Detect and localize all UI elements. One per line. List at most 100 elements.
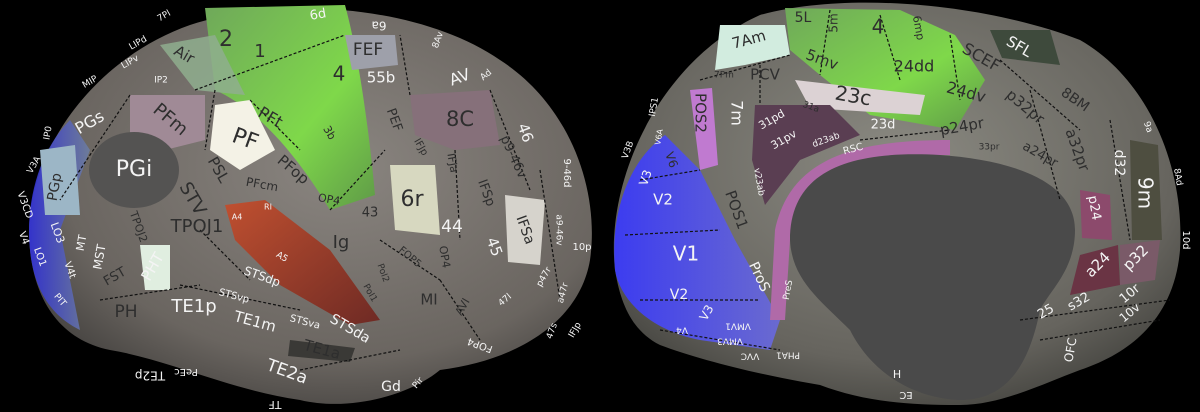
region-borders: [59, 34, 561, 371]
region-label: TF: [268, 398, 282, 411]
region-label: IP0: [42, 125, 54, 141]
region-label: OP4: [317, 191, 341, 208]
region-label: VMV3: [717, 336, 743, 346]
region-PHT: [140, 245, 170, 290]
region-label: 45: [483, 235, 506, 259]
region-a24: [1070, 245, 1120, 295]
region-label: 9a: [1141, 120, 1154, 134]
region-label: A4: [232, 213, 243, 222]
region-label: EC: [899, 389, 912, 400]
region-8C: [410, 90, 500, 150]
region-label: v23ab: [751, 167, 766, 197]
region-label: 4: [333, 62, 346, 86]
region-7Am: [715, 25, 790, 70]
region-label: MT: [74, 234, 90, 252]
region-label: POS2: [692, 93, 710, 133]
medial-hemisphere: [613, 2, 1181, 406]
region-label: MI: [420, 291, 437, 309]
region-label: VVC: [741, 351, 760, 361]
region-label: 8C: [446, 107, 474, 131]
region-label: IP2: [154, 76, 168, 86]
region-label: OFC: [1061, 337, 1079, 364]
region-label: TE2p: [135, 369, 166, 383]
region-label: 6d: [309, 6, 328, 24]
region-label: PreS: [782, 279, 795, 301]
region-label: PeEc: [174, 366, 198, 377]
sensorimotor-strip: [205, 5, 375, 210]
region-label: V3: [697, 302, 717, 323]
region-POS2: [690, 88, 718, 170]
region-FEF: [345, 35, 398, 70]
region-PF: [210, 100, 275, 170]
region-label: RSC: [842, 142, 864, 158]
region-label: 1: [254, 41, 265, 62]
region-label: 4: [872, 15, 885, 39]
region-p32: [1120, 240, 1160, 285]
region-label: 24dd: [894, 57, 935, 76]
region-label: V1: [673, 242, 699, 266]
region-label: d32: [1111, 150, 1127, 177]
region-label: 7Pm: [714, 71, 734, 81]
region-label: PH: [114, 302, 137, 322]
auditory-region: [225, 200, 380, 325]
region-label: V2: [653, 191, 673, 209]
region-label: 43: [362, 206, 379, 221]
region-label: 6mp: [910, 15, 927, 42]
region-label: V3: [636, 168, 655, 188]
region-label: Gd: [381, 379, 401, 395]
region-label: PGi: [116, 157, 152, 182]
region-label: OP4: [436, 245, 453, 269]
region-label: 9-46d: [561, 158, 572, 187]
region-PGi: [89, 132, 179, 208]
region-label: 6r: [400, 187, 424, 212]
region-IFSa: [505, 195, 545, 265]
region-label: p24: [1084, 194, 1103, 221]
region-PGp: [40, 145, 80, 215]
region-label: H: [893, 368, 901, 381]
region-label: 3b: [320, 123, 338, 142]
region-label: 8Ad: [1171, 168, 1184, 187]
region-label: IFJp: [567, 320, 584, 339]
region-label: 25: [1035, 301, 1057, 322]
region-label: a9-46v: [554, 214, 564, 246]
region-label: VMV1: [725, 321, 751, 331]
region-label: FEF: [353, 40, 383, 60]
region-label: Ig: [333, 232, 350, 253]
motor-medial-region: [785, 8, 985, 130]
region-label: 5L: [795, 10, 812, 26]
region-label: PHA1: [776, 350, 800, 360]
region-label: 5m: [827, 13, 841, 32]
region-label: V6A: [653, 128, 665, 146]
region-label: TPOJ1: [170, 216, 224, 237]
lateral-hemisphere: [29, 5, 592, 404]
medial-wall: [790, 154, 1075, 400]
region-label: PGp: [45, 172, 66, 203]
region-label: 9m: [1134, 177, 1158, 209]
region-label: 6a: [372, 19, 387, 33]
region-label: 10d: [1180, 230, 1191, 249]
region-label: PCV: [750, 66, 781, 84]
region-label: 23d: [871, 118, 896, 133]
region-label: IPS1: [648, 97, 661, 118]
region-label: 7m: [728, 100, 747, 126]
region-label: V4: [16, 230, 31, 246]
visual-cortex-medial: [614, 135, 780, 350]
region-label: RI: [264, 203, 272, 212]
region-6r: [390, 165, 440, 235]
region-label: V6: [662, 150, 681, 170]
region-label: 55b: [367, 69, 396, 87]
region-p24: [1080, 190, 1112, 240]
region-label: IFJa: [444, 152, 460, 174]
region-label: V4: [676, 325, 688, 335]
region-label: V2: [670, 287, 688, 303]
region-label: 44: [441, 217, 463, 237]
region-label: 7Pl: [156, 9, 173, 24]
region-posterior-cingulate: [752, 105, 860, 205]
region-SFL: [990, 30, 1060, 65]
region-label: 10p: [572, 242, 591, 253]
region-borders: [624, 9, 1171, 351]
region-label: 2: [219, 27, 233, 52]
